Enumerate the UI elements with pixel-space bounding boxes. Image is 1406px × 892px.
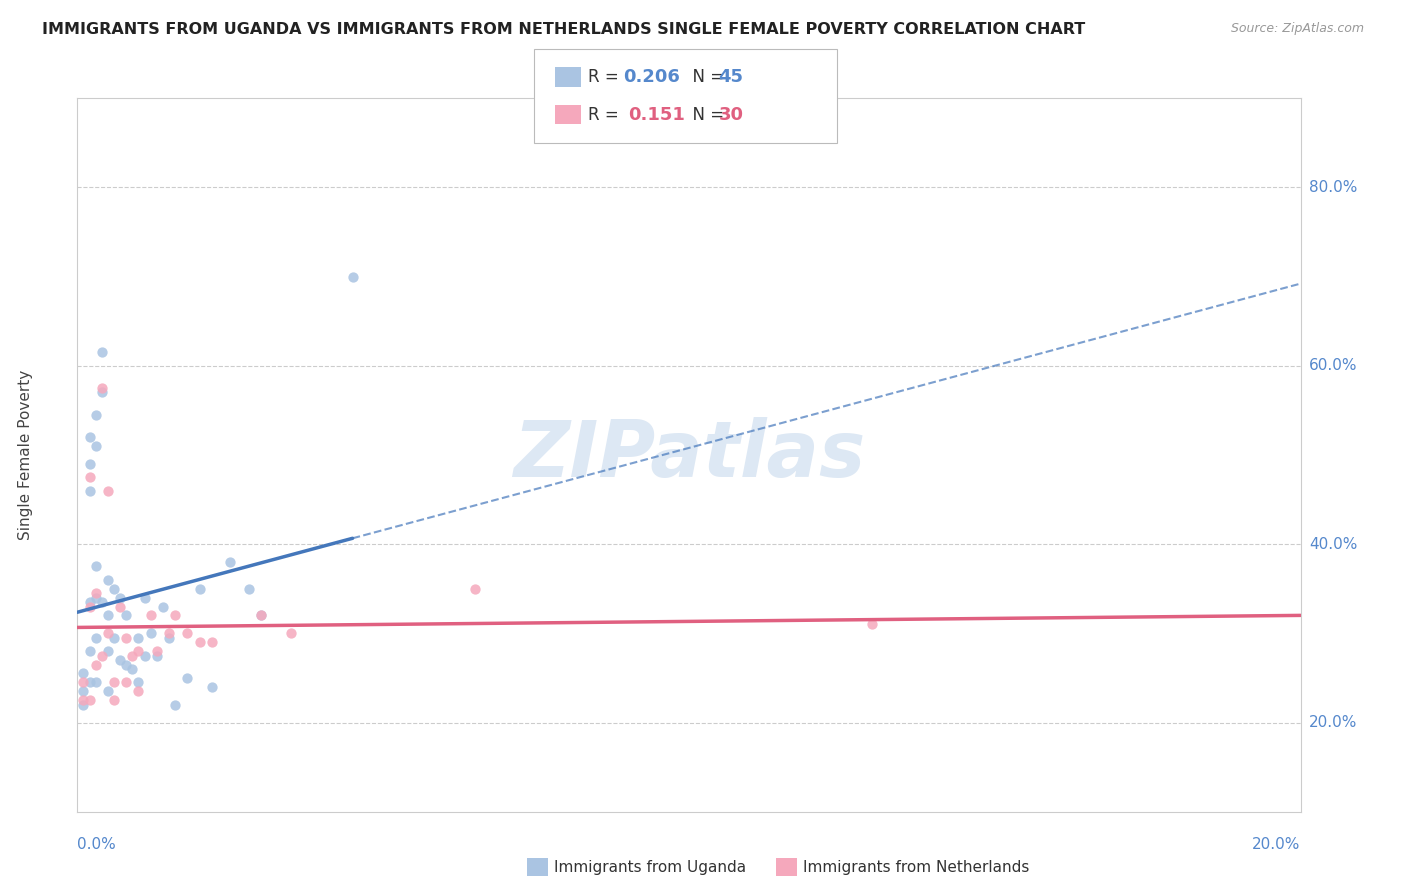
Text: IMMIGRANTS FROM UGANDA VS IMMIGRANTS FROM NETHERLANDS SINGLE FEMALE POVERTY CORR: IMMIGRANTS FROM UGANDA VS IMMIGRANTS FRO…: [42, 22, 1085, 37]
Text: Immigrants from Uganda: Immigrants from Uganda: [554, 860, 747, 874]
Point: [134, 648, 156, 663]
Text: 80.0%: 80.0%: [1309, 180, 1357, 194]
Point: [108, 591, 131, 605]
Text: 0.206: 0.206: [623, 69, 679, 87]
Point: [84, 439, 107, 453]
Point: [127, 675, 149, 690]
Point: [862, 617, 884, 632]
Point: [90, 385, 112, 400]
Point: [84, 591, 107, 605]
Text: 0.151: 0.151: [628, 105, 685, 123]
Point: [103, 693, 125, 707]
Point: [157, 631, 180, 645]
Point: [72, 666, 94, 681]
Point: [84, 559, 107, 574]
Point: [103, 582, 125, 596]
Point: [176, 626, 198, 640]
Text: R =: R =: [588, 69, 624, 87]
Point: [103, 631, 125, 645]
Text: 20.0%: 20.0%: [1309, 715, 1357, 730]
Text: N =: N =: [682, 105, 730, 123]
Point: [90, 595, 112, 609]
Point: [121, 662, 143, 676]
Point: [127, 684, 149, 698]
Point: [115, 675, 138, 690]
Text: ZIPatlas: ZIPatlas: [513, 417, 865, 493]
Point: [90, 345, 112, 359]
Point: [84, 657, 107, 672]
Point: [79, 693, 101, 707]
Point: [115, 608, 138, 623]
Point: [108, 653, 131, 667]
Text: R =: R =: [588, 105, 628, 123]
Point: [342, 269, 364, 284]
Point: [84, 631, 107, 645]
Text: 40.0%: 40.0%: [1309, 537, 1357, 551]
Point: [97, 573, 120, 587]
Text: N =: N =: [682, 69, 730, 87]
Point: [219, 555, 242, 569]
Point: [139, 626, 162, 640]
Point: [79, 470, 101, 484]
Text: Immigrants from Netherlands: Immigrants from Netherlands: [803, 860, 1029, 874]
Point: [79, 644, 101, 658]
Point: [108, 599, 131, 614]
Point: [280, 626, 302, 640]
Point: [97, 644, 120, 658]
Text: 30: 30: [718, 105, 744, 123]
Point: [146, 644, 169, 658]
Point: [79, 457, 101, 471]
Point: [115, 631, 138, 645]
Point: [115, 657, 138, 672]
Point: [464, 582, 486, 596]
Text: 0.0%: 0.0%: [77, 837, 117, 852]
Point: [72, 675, 94, 690]
Text: Single Female Poverty: Single Female Poverty: [18, 370, 34, 540]
Point: [152, 599, 174, 614]
Point: [79, 430, 101, 444]
Point: [250, 608, 273, 623]
Text: 45: 45: [718, 69, 744, 87]
Point: [134, 591, 156, 605]
Point: [79, 675, 101, 690]
Point: [238, 582, 260, 596]
Point: [84, 408, 107, 422]
Text: 20.0%: 20.0%: [1253, 837, 1301, 852]
Point: [157, 626, 180, 640]
Point: [127, 631, 149, 645]
Point: [84, 675, 107, 690]
Point: [139, 608, 162, 623]
Point: [84, 586, 107, 600]
Point: [90, 648, 112, 663]
Point: [165, 698, 187, 712]
Point: [121, 648, 143, 663]
Point: [176, 671, 198, 685]
Point: [103, 675, 125, 690]
Text: 60.0%: 60.0%: [1309, 359, 1357, 373]
Point: [97, 608, 120, 623]
Point: [250, 608, 273, 623]
Point: [201, 680, 224, 694]
Point: [188, 635, 211, 649]
Point: [72, 684, 94, 698]
Point: [72, 698, 94, 712]
Point: [146, 648, 169, 663]
Point: [90, 381, 112, 395]
Point: [97, 626, 120, 640]
Point: [97, 684, 120, 698]
Point: [188, 582, 211, 596]
Text: Source: ZipAtlas.com: Source: ZipAtlas.com: [1230, 22, 1364, 36]
Point: [127, 644, 149, 658]
Point: [79, 483, 101, 498]
Point: [72, 693, 94, 707]
Point: [97, 483, 120, 498]
Point: [165, 608, 187, 623]
Point: [79, 599, 101, 614]
Point: [79, 595, 101, 609]
Point: [201, 635, 224, 649]
